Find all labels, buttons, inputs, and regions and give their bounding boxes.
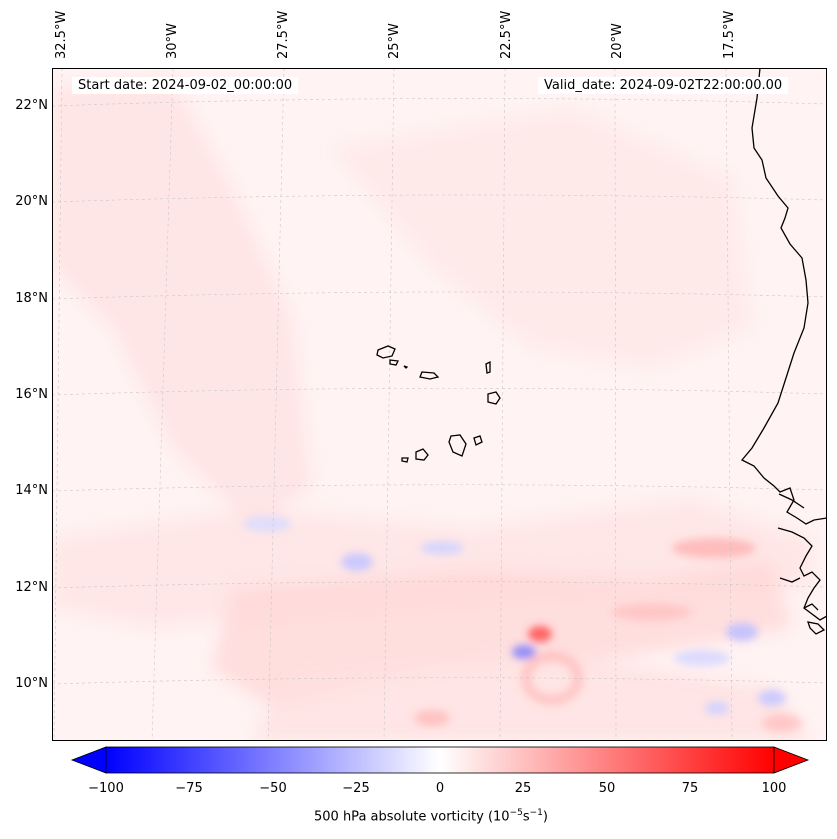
colorbar-tick-minus-75: −75 xyxy=(175,781,203,796)
colorbar-label-mid: s xyxy=(522,809,530,825)
colorbar-label-exp2: −1 xyxy=(529,808,543,818)
lat-label-20n: 20°N xyxy=(15,194,48,209)
lon-label-20w: 20°W xyxy=(610,23,625,59)
vorticity-field-negative xyxy=(243,516,786,715)
colorbar-extend-min xyxy=(70,746,107,774)
colorbar-tick-50: 50 xyxy=(598,781,616,796)
lon-label-27-5w: 27.5°W xyxy=(276,10,291,59)
colorbar-label-exp1: −5 xyxy=(509,808,523,818)
colorbar-label-suffix: ) xyxy=(542,809,548,825)
lon-label-30w: 30°W xyxy=(165,23,180,59)
colorbar-tick-0: 0 xyxy=(435,781,445,796)
colorbar xyxy=(70,746,810,774)
vorticity-map xyxy=(52,68,827,741)
vorticity-field-intense xyxy=(414,538,802,732)
map-frame xyxy=(52,68,827,741)
colorbar-label: 500 hPa absolute vorticity (10−5s−1) xyxy=(314,808,548,824)
lon-label-22-5w: 22.5°W xyxy=(499,10,514,59)
lat-label-10n: 10°N xyxy=(15,676,48,691)
lat-label-22n: 22°N xyxy=(15,98,48,113)
lon-label-32-5w: 32.5°W xyxy=(54,10,69,59)
colorbar-tick-minus-100: −100 xyxy=(88,781,124,796)
lon-label-25w: 25°W xyxy=(387,23,402,59)
colorbar-tick-minus-25: −25 xyxy=(342,781,370,796)
west-africa-coastline xyxy=(740,68,827,635)
graticule xyxy=(52,68,827,741)
lat-label-14n: 14°N xyxy=(15,483,48,498)
colorbar-tick-75: 75 xyxy=(681,781,699,796)
lat-label-12n: 12°N xyxy=(15,580,48,595)
colorbar-ramp xyxy=(105,746,775,774)
colorbar-tick-25: 25 xyxy=(514,781,532,796)
vorticity-field-positive xyxy=(52,78,812,741)
cabo-verde-islands xyxy=(376,345,501,463)
colorbar-tick-100: 100 xyxy=(761,781,787,796)
colorbar-extend-max xyxy=(773,746,810,774)
colorbar-tick-minus-50: −50 xyxy=(259,781,287,796)
lon-label-17-5w: 17.5°W xyxy=(722,10,737,59)
lat-label-18n: 18°N xyxy=(15,291,48,306)
colorbar-label-prefix: 500 hPa absolute vorticity (10 xyxy=(314,809,510,825)
valid-date-label: Valid_date: 2024-09-02T22:00:00.00 xyxy=(538,77,789,94)
lat-label-16n: 16°N xyxy=(15,387,48,402)
start-date-label: Start date: 2024-09-02_00:00:00 xyxy=(72,77,299,94)
